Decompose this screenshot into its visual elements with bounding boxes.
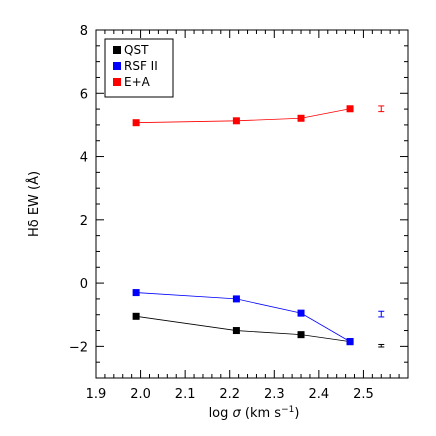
- y-axis-title: Hδ EW (Å): [26, 171, 42, 237]
- x-tick-label: 2.4: [309, 387, 330, 402]
- y-tick-label: 0: [80, 277, 88, 292]
- x-axis-title-exponent: −1: [281, 405, 294, 415]
- y-tick-label: 8: [80, 24, 88, 39]
- data-point-e-a: [232, 117, 240, 125]
- x-axis-title: log σ (km s−1): [209, 405, 300, 421]
- y-tick-label: 2: [80, 214, 88, 229]
- legend: QST RSF II E+A: [104, 38, 174, 98]
- legend-label-e-a: E+A: [124, 75, 151, 89]
- x-tick-label: 2.5: [353, 387, 374, 402]
- data-point-e-a: [132, 119, 140, 127]
- y-tick-label: 6: [80, 87, 88, 102]
- x-axis-title-unit: (km s: [241, 406, 282, 421]
- error-bars: [378, 105, 385, 348]
- data-point-rsf-ii: [232, 295, 240, 303]
- y-tick-label: 4: [80, 151, 88, 166]
- data-point-qst: [132, 312, 140, 320]
- x-tick-label: 2.1: [175, 387, 196, 402]
- series-line-e-a: [136, 108, 351, 124]
- x-tick-label: 2.2: [219, 387, 240, 402]
- data-series: [132, 105, 354, 346]
- series-line-qst: [136, 315, 351, 343]
- data-point-rsf-ii: [346, 338, 354, 346]
- series-line-rsf-ii: [136, 292, 351, 342]
- data-point-rsf-ii: [132, 289, 140, 297]
- data-point-qst: [297, 331, 305, 339]
- x-tick-label: 2.0: [130, 387, 151, 402]
- legend-marker-qst: [113, 46, 121, 54]
- y-tick-label: −2: [69, 340, 88, 355]
- legend-marker-rsf-ii: [113, 62, 121, 70]
- x-tick-label: 2.3: [264, 387, 285, 402]
- x-axis-title-sigma: σ: [233, 406, 242, 421]
- legend-marker-e-a: [113, 78, 121, 86]
- x-axis-ticks: 1.9 2.0 2.1 2.2 2.3 2.4 2.5: [86, 30, 400, 402]
- x-axis-title-pre: log: [209, 406, 233, 421]
- data-point-qst: [232, 327, 240, 335]
- data-point-e-a: [346, 105, 354, 113]
- y-axis-ticks: −2 0 2 4 6 8: [69, 24, 408, 379]
- data-point-rsf-ii: [297, 309, 305, 317]
- data-point-e-a: [297, 114, 305, 122]
- x-axis-title-post: ): [294, 406, 299, 421]
- x-tick-label: 1.9: [86, 387, 107, 402]
- legend-label-rsf-ii: RSF II: [124, 59, 158, 73]
- legend-label-qst: QST: [124, 43, 149, 57]
